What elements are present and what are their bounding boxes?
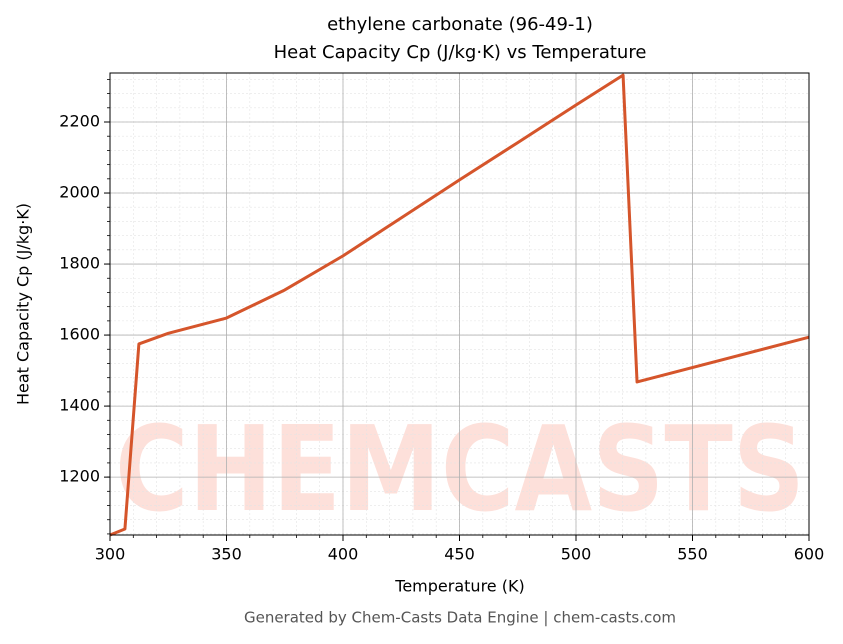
y-tick-label: 1400 [59, 396, 100, 415]
chart-subtitle: Heat Capacity Cp (J/kg·K) vs Temperature [274, 42, 647, 63]
y-tick-label: 1800 [59, 254, 100, 273]
y-axis-label: Heat Capacity Cp (J/kg·K) [14, 203, 33, 405]
watermark: CHEMCASTS [115, 400, 805, 538]
x-tick-label: 400 [328, 545, 359, 564]
y-tick-label: 1600 [59, 325, 100, 344]
chart-title: ethylene carbonate (96-49-1) [327, 14, 593, 35]
x-tick-label: 500 [561, 545, 592, 564]
data-line [109, 73, 810, 537]
x-tick-label: 550 [677, 545, 708, 564]
y-tick-label: 2200 [59, 112, 100, 131]
x-tick-label: 600 [794, 545, 825, 564]
y-tick-label: 1200 [59, 467, 100, 486]
y-tick-label: 2000 [59, 183, 100, 202]
x-tick-label: 450 [444, 545, 475, 564]
plot-frame [109, 72, 810, 536]
x-tick-label: 300 [95, 545, 126, 564]
footer: Generated by Chem-Casts Data Engine | ch… [244, 609, 676, 627]
x-tick-label: 350 [211, 545, 242, 564]
x-axis-label: Temperature (K) [394, 577, 524, 596]
